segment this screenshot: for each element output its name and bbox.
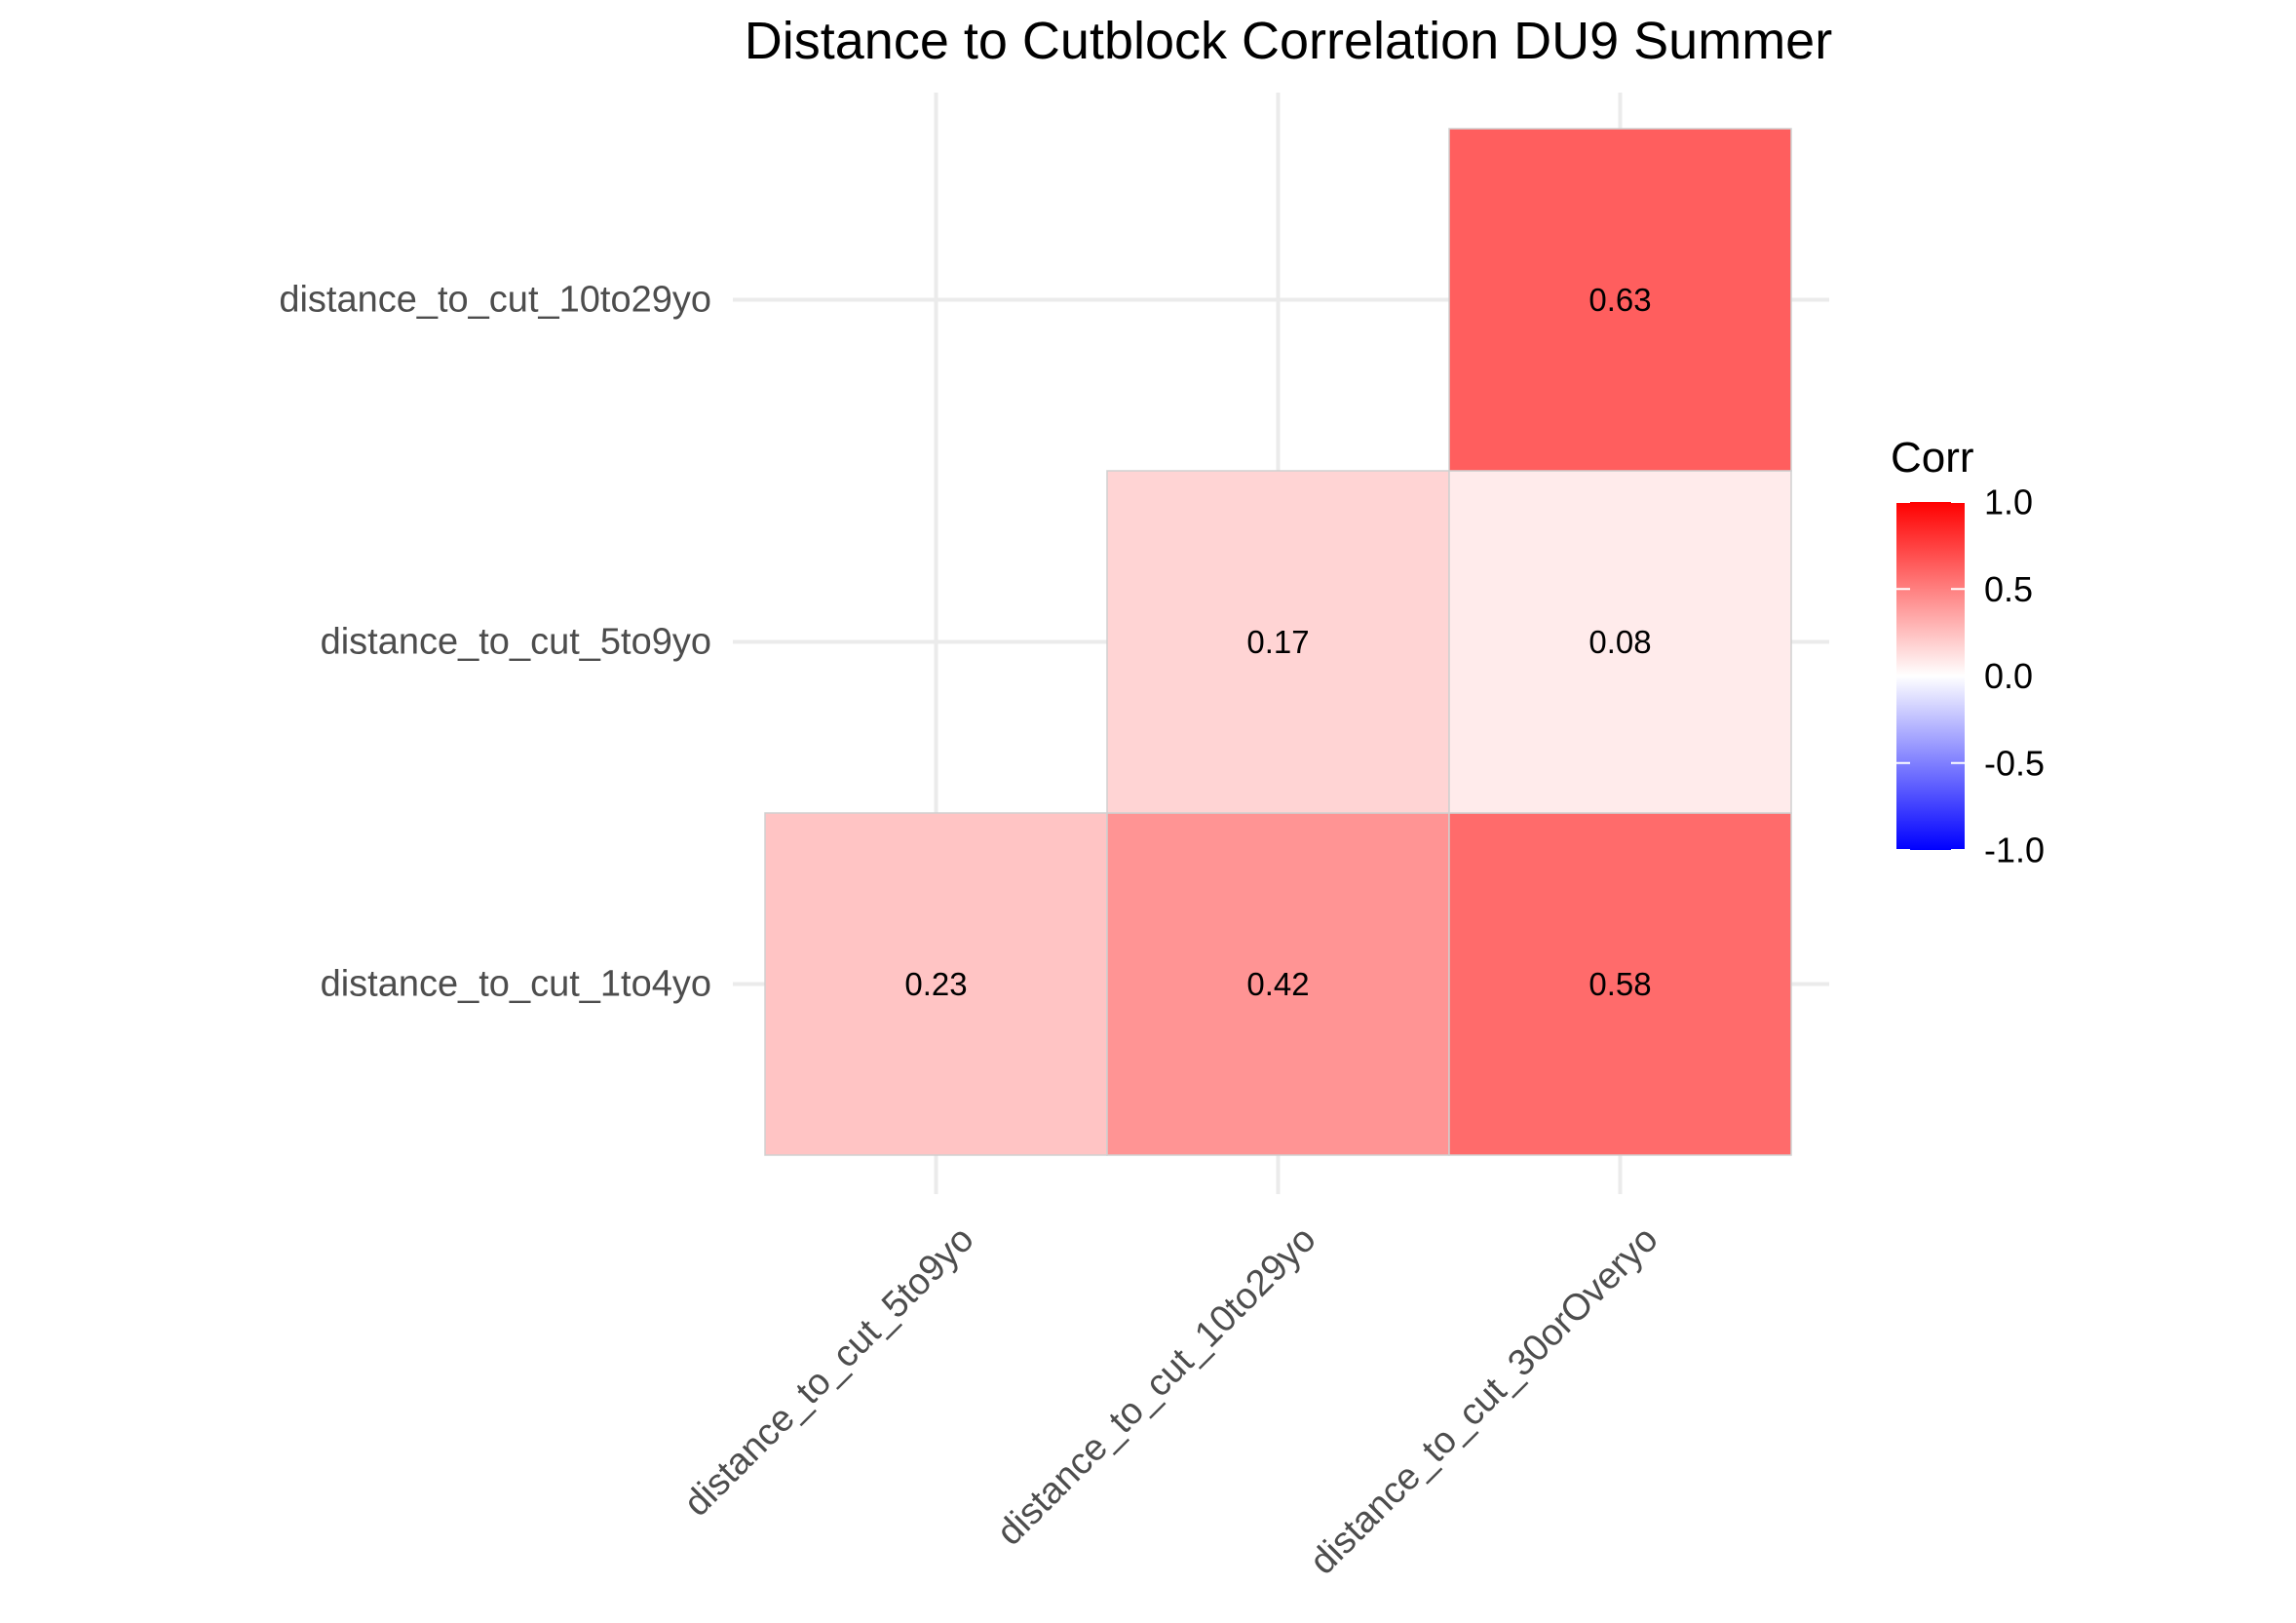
cell-value-label: 0.17 bbox=[1246, 624, 1309, 660]
x-tick-label: distance_to_cut_5to9yo bbox=[676, 1218, 982, 1525]
cell-value-label: 0.23 bbox=[904, 966, 967, 1002]
heatmap-cell bbox=[1448, 128, 1792, 472]
color-legend: Corr 1.0 0.5 0.0 -0.5 -1.0 bbox=[1891, 434, 2045, 870]
x-tick-label: distance_to_cut_30orOveryo bbox=[1302, 1218, 1665, 1582]
legend-title: Corr bbox=[1891, 434, 1974, 482]
cell-value-label: 0.58 bbox=[1588, 966, 1651, 1002]
cell-value-label: 0.08 bbox=[1588, 624, 1651, 660]
y-axis: distance_to_cut_1to4yo distance_to_cut_5t… bbox=[279, 280, 711, 1005]
y-tick-label: distance_to_cut_1to4yo bbox=[321, 964, 711, 1005]
heatmap-cells bbox=[764, 128, 1792, 1156]
heatmap-cell bbox=[764, 812, 1108, 1156]
heatmap-cell bbox=[1106, 470, 1450, 814]
legend-tick-label: 1.0 bbox=[1984, 483, 2033, 522]
y-tick-label: distance_to_cut_10to29yo bbox=[279, 280, 711, 321]
cell-value-labels: 0.23 0.42 0.58 0.17 0.08 0.63 bbox=[904, 282, 1651, 1002]
legend-tick-label: 0.0 bbox=[1984, 656, 2033, 696]
cell-value-label: 0.42 bbox=[1246, 966, 1309, 1002]
y-tick-label: distance_to_cut_5to9yo bbox=[321, 622, 711, 663]
heatmap-cell bbox=[1448, 812, 1792, 1156]
legend-tick-label: 0.5 bbox=[1984, 569, 2033, 609]
x-tick-label: distance_to_cut_10to29yo bbox=[989, 1218, 1323, 1553]
heatmap-cell bbox=[1448, 470, 1792, 814]
legend-tick-label: -1.0 bbox=[1984, 831, 2045, 870]
x-axis: distance_to_cut_5to9yo distance_to_cut_10… bbox=[676, 1218, 1666, 1582]
legend-tick-label: -0.5 bbox=[1984, 743, 2045, 783]
chart-title: Distance to Cutblock Correlation DU9 Sum… bbox=[745, 12, 1832, 70]
cell-value-label: 0.63 bbox=[1588, 282, 1651, 318]
